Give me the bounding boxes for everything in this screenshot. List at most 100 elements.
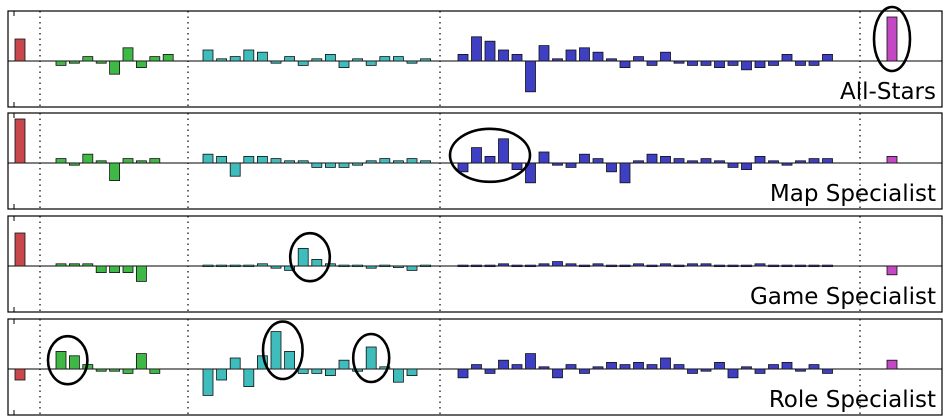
bar-blue [592, 51, 604, 62]
highlight-circle [261, 320, 304, 381]
bar-cyan [324, 54, 336, 62]
bar-cyan [392, 368, 404, 383]
bar-cyan [311, 58, 323, 62]
bar-blue [457, 368, 469, 379]
bar-green [82, 56, 94, 62]
bar-blue [633, 56, 644, 62]
bar-blue [795, 160, 806, 164]
bar-blue [484, 264, 496, 268]
bar-blue [808, 264, 820, 268]
bar-green [55, 158, 67, 164]
bar-green [69, 60, 80, 64]
bar-blue [660, 263, 671, 267]
bar-cyan [284, 160, 296, 164]
bar-blue [525, 353, 536, 370]
bar-cyan [420, 264, 432, 268]
bar-cyan [324, 162, 336, 168]
bar-cyan [420, 160, 432, 164]
highlight-circle [872, 5, 912, 73]
bar-blue [565, 364, 577, 370]
bar-blue [498, 138, 509, 164]
bar-blue [457, 54, 469, 62]
bar-blue [660, 357, 671, 370]
bar-blue [660, 51, 671, 62]
bar-cyan [352, 264, 364, 268]
bar-green [82, 153, 94, 164]
bar-blue [754, 263, 766, 267]
bar-blue [646, 364, 658, 370]
highlight-circle [351, 332, 391, 384]
bar-green [69, 355, 80, 370]
bar-blue [754, 60, 766, 68]
bar-green [149, 56, 161, 62]
bar-cyan [338, 162, 350, 168]
bar-green [109, 368, 120, 372]
panel-label: Role Specialist [769, 387, 936, 413]
bar-cyan [270, 60, 282, 64]
bar-cyan [338, 60, 350, 68]
bar-blue [660, 155, 671, 164]
bar-cyan [311, 368, 323, 374]
bar-blue [565, 49, 577, 62]
bar-blue [498, 359, 509, 370]
bar-blue [822, 368, 833, 374]
bar-blue [592, 366, 604, 370]
bar-cyan [284, 56, 296, 62]
bar-cyan [311, 162, 323, 168]
bar-blue [606, 58, 617, 62]
bar-blue [538, 366, 550, 370]
bar-blue [538, 151, 550, 164]
panel-label: Game Specialist [750, 284, 936, 310]
bar-blue [511, 264, 523, 268]
bar-cyan [243, 264, 255, 268]
bar-red [14, 232, 26, 267]
bar-blue [781, 264, 793, 268]
bar-blue [822, 264, 833, 268]
bar-green [109, 265, 120, 273]
bar-cyan [379, 264, 391, 268]
panel-label: Map Specialist [770, 181, 936, 207]
bar-blue [565, 263, 577, 267]
bar-blue [673, 264, 685, 268]
bar-blue [646, 264, 658, 268]
bar-blue [687, 368, 698, 374]
bar-blue [471, 147, 482, 164]
bar-blue [781, 54, 793, 62]
bar-blue [552, 58, 563, 62]
highlight-circle [288, 231, 332, 283]
bar-blue [822, 158, 833, 164]
bar-blue [579, 47, 590, 62]
bar-green [122, 158, 134, 164]
bar-blue [633, 160, 644, 164]
bar-green [135, 160, 147, 164]
bar-magenta [886, 265, 898, 276]
bar-blue [511, 54, 523, 62]
bar-blue [606, 264, 617, 268]
bar-cyan [284, 265, 296, 271]
bar-blue [714, 60, 725, 68]
bar-magenta [886, 359, 898, 370]
bar-cyan [256, 263, 268, 267]
bar-cyan [297, 247, 309, 267]
bar-blue [700, 368, 712, 372]
bar-green [135, 265, 147, 282]
bar-cyan [256, 51, 268, 62]
bar-green [149, 158, 161, 164]
bar-cyan [392, 56, 404, 62]
bar-cyan [365, 346, 377, 370]
bar-cyan [229, 56, 241, 62]
bar-cyan [202, 153, 214, 164]
bar-green [69, 263, 80, 267]
bar-blue [727, 264, 739, 268]
bar-blue [714, 361, 725, 370]
bar-blue [741, 366, 752, 370]
bar-blue [471, 364, 482, 370]
bar-blue [700, 263, 712, 267]
bar-blue [822, 54, 833, 62]
bar-blue [795, 60, 806, 66]
bar-blue [727, 368, 739, 379]
bar-blue [768, 160, 779, 164]
bar-blue [687, 160, 698, 164]
bar-blue [673, 60, 685, 64]
bar-cyan [216, 155, 228, 164]
